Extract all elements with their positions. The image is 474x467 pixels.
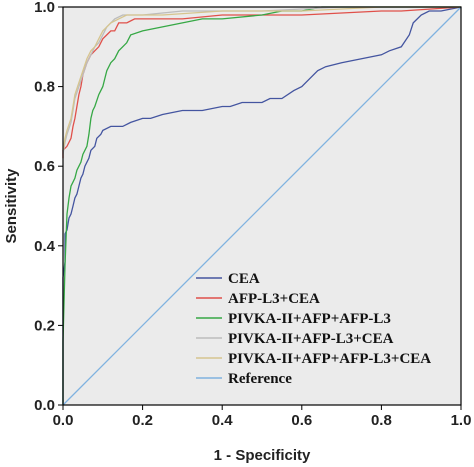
legend-label-pivka-ii-afp-l3-cea: PIVKA-II+AFP-L3+CEA bbox=[228, 331, 394, 347]
series-line-pivka-ii-afp-afp-l3-cea bbox=[62, 6, 461, 151]
legend-label-reference: Reference bbox=[228, 371, 292, 387]
series-layer bbox=[62, 6, 462, 406]
legend-label-pivka-ii-afp-afp-l3-cea: PIVKA-II+AFP+AFP-L3+CEA bbox=[228, 351, 431, 367]
legend-label-cea: CEA bbox=[228, 271, 260, 287]
x-tick-label: 0.6 bbox=[291, 412, 312, 429]
y-axis-label: Sensitivity bbox=[3, 168, 20, 244]
legend: CEA AFP-L3+CEA PIVKA-II+AFP+AFP-L3 PIVKA-II… bbox=[196, 271, 431, 387]
legend-label-afp-l3-cea: AFP-L3+CEA bbox=[228, 291, 320, 307]
x-tick-label: 0.8 bbox=[371, 412, 392, 429]
y-tick-label: 0.2 bbox=[34, 317, 55, 334]
ticks-layer: 0.0 0.2 0.4 0.6 0.8 1.0 0.0 0.2 0.4 0.6 0.8 1.0 bbox=[34, 0, 471, 429]
y-tick-label: 0.0 bbox=[34, 397, 55, 414]
y-tick-label: 1.0 bbox=[34, 0, 55, 16]
series-line-pivka-ii-afp-afp-l3 bbox=[62, 6, 461, 405]
x-tick-label: 0.2 bbox=[132, 412, 153, 429]
y-tick-label: 0.6 bbox=[34, 158, 55, 175]
series-line-reference bbox=[62, 6, 462, 406]
x-tick-label: 0.0 bbox=[53, 412, 74, 429]
x-tick-label: 0.4 bbox=[212, 412, 234, 429]
series-line-cea bbox=[62, 6, 462, 405]
y-tick-label: 0.4 bbox=[34, 238, 56, 255]
legend-label-pivka-ii-afp-afp-l3: PIVKA-II+AFP+AFP-L3 bbox=[228, 311, 391, 327]
x-axis-label: 1 - Specificity bbox=[214, 447, 311, 464]
x-tick-label: 1.0 bbox=[451, 412, 472, 429]
series-line-afp-l3-cea bbox=[62, 6, 462, 159]
y-tick-label: 0.8 bbox=[34, 79, 55, 96]
series-line-pivka-ii-afp-l3-cea bbox=[62, 6, 461, 155]
plot-frame bbox=[62, 6, 462, 406]
